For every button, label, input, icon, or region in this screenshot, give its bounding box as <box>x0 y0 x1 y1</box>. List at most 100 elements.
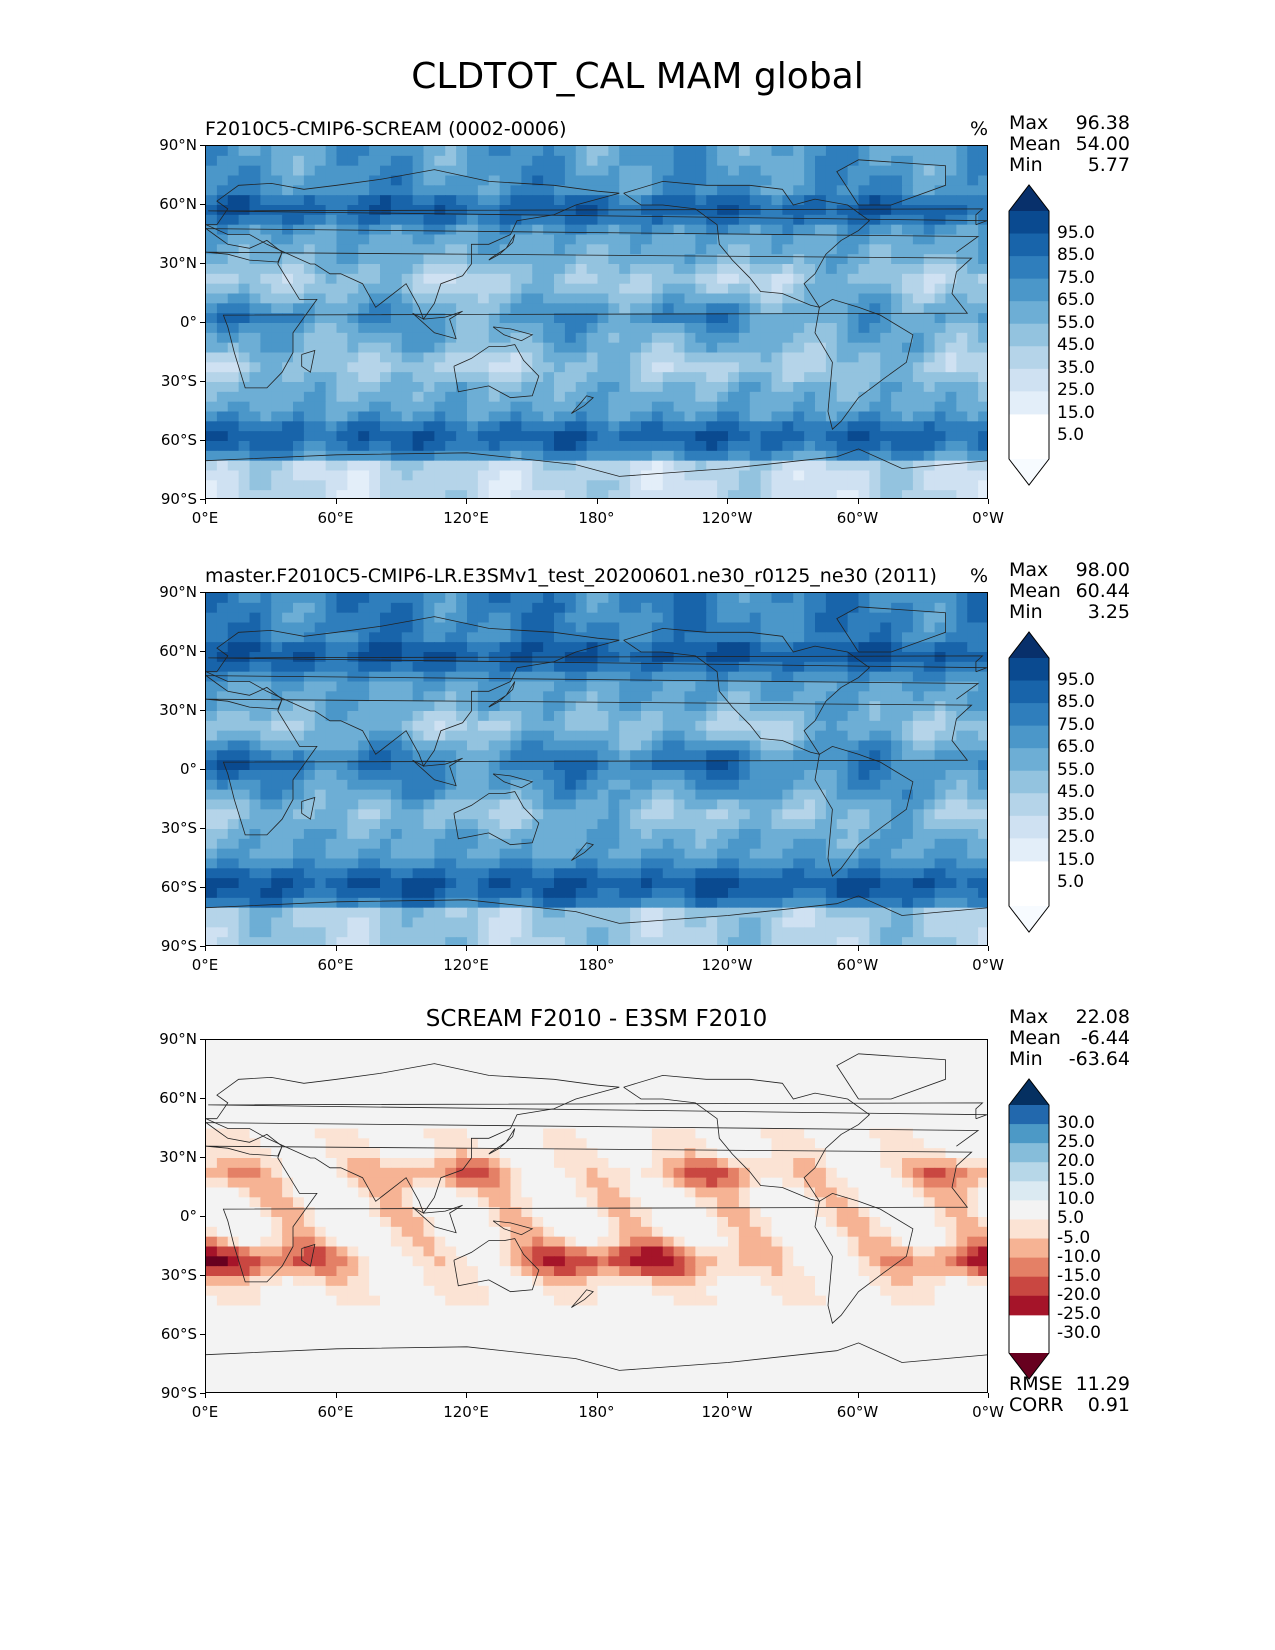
field-cell <box>934 175 947 186</box>
field-cell <box>532 382 544 393</box>
field-cell <box>662 661 675 673</box>
field-cell <box>641 323 653 334</box>
field-cell <box>793 642 805 653</box>
field-cell <box>912 701 925 712</box>
field-cell <box>390 254 403 265</box>
field-cell <box>978 848 987 860</box>
field-cell <box>510 441 522 452</box>
field-cell <box>738 681 751 692</box>
field-cell <box>477 838 490 850</box>
field-cell <box>238 205 251 216</box>
field-cell <box>749 789 762 801</box>
field-cell <box>369 165 381 177</box>
stat-label: Max <box>1009 559 1049 581</box>
field-cell <box>956 740 968 751</box>
field-cell <box>347 323 359 334</box>
field-cell <box>630 214 642 226</box>
field-cell <box>510 848 522 860</box>
field-cell <box>434 332 446 344</box>
field-cell <box>608 382 620 393</box>
field-cell <box>445 224 457 236</box>
field-cell <box>477 612 490 624</box>
field-cell <box>934 470 947 481</box>
field-cell <box>597 293 609 304</box>
field-cell <box>554 185 566 196</box>
field-cell <box>586 175 599 186</box>
field-cell <box>641 858 653 869</box>
field-cell <box>293 470 305 481</box>
field-cell <box>260 750 272 761</box>
field-cell <box>651 602 664 614</box>
field-cell <box>695 431 707 442</box>
field-cell <box>434 602 446 614</box>
field-cell <box>554 701 566 712</box>
field-cell <box>858 789 870 801</box>
field-cell <box>956 671 968 683</box>
field-cell <box>488 254 501 265</box>
field-cell <box>260 185 272 196</box>
field-cell <box>728 652 740 663</box>
field-cell <box>303 711 316 722</box>
field-cell <box>543 858 555 869</box>
field-cell <box>728 809 740 820</box>
field-cell <box>369 701 381 712</box>
field-cell <box>749 431 762 442</box>
field-cell <box>923 897 936 909</box>
field-cell <box>891 829 903 840</box>
field-cell <box>488 214 501 226</box>
field-cell <box>749 342 762 354</box>
field-cell <box>684 750 696 761</box>
field-cell <box>434 391 446 403</box>
field-cell <box>564 730 577 742</box>
field-cell <box>216 888 229 899</box>
field-cell <box>956 691 968 702</box>
field-cell <box>238 671 251 683</box>
field-cell <box>717 490 729 498</box>
field-cell <box>521 789 533 801</box>
field-cell <box>390 858 403 869</box>
field-cell <box>934 878 947 889</box>
field-cell <box>477 195 490 206</box>
field-cell <box>445 244 457 255</box>
field-cell <box>412 770 425 781</box>
field-cell <box>793 671 805 683</box>
field-cell <box>912 681 925 692</box>
field-cell <box>782 264 794 275</box>
field-cell <box>760 155 773 167</box>
field-cell <box>314 750 327 761</box>
field-cell <box>445 868 457 879</box>
field-cell <box>847 411 860 422</box>
field-cell <box>510 622 522 633</box>
field-cell <box>564 352 577 363</box>
field-cell <box>641 175 653 186</box>
field-cell <box>847 401 860 413</box>
field-cell <box>303 441 316 452</box>
field-cell <box>836 480 849 491</box>
field-cell <box>728 332 740 344</box>
field-cell <box>912 809 925 820</box>
field-cell <box>891 789 903 801</box>
field-cell <box>521 829 533 840</box>
field-cell <box>880 391 892 403</box>
field-cell <box>869 819 881 830</box>
field-cell <box>369 750 381 761</box>
field-cell <box>815 868 827 879</box>
field-cell <box>728 470 740 481</box>
field-cell <box>380 175 392 186</box>
field-cell <box>227 234 240 245</box>
field-cell <box>815 146 827 157</box>
field-cell <box>380 283 392 295</box>
field-cell <box>641 829 653 840</box>
field-cell <box>390 303 403 314</box>
field-cell <box>836 372 849 383</box>
field-cell <box>521 401 533 413</box>
field-cell <box>293 642 305 653</box>
field-cell <box>880 214 892 226</box>
field-cell <box>336 165 348 177</box>
field-cell <box>728 819 740 830</box>
field-cell <box>543 382 555 393</box>
field-cell <box>412 799 425 810</box>
field-cell <box>206 888 218 899</box>
colorbar-tick-label: 95.0 <box>1057 222 1095 243</box>
field-cell <box>771 632 783 643</box>
